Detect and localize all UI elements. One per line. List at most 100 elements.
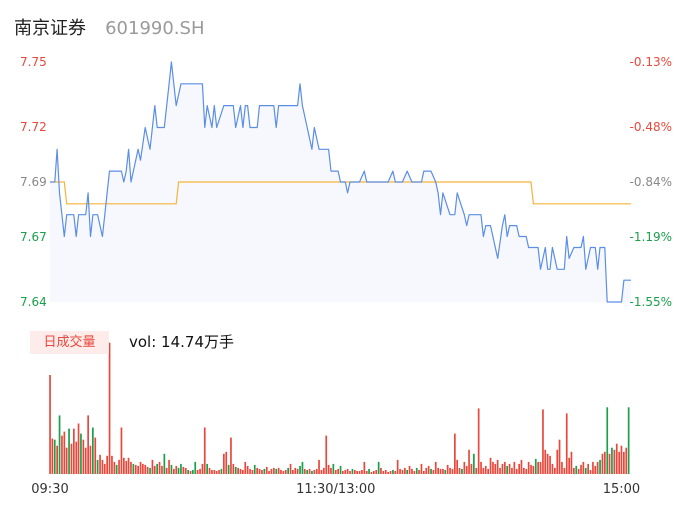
- volume-bar: [565, 413, 568, 474]
- volume-bar: [458, 467, 461, 474]
- volume-bar: [342, 471, 344, 474]
- volume-bar: [487, 468, 489, 474]
- volume-bar: [411, 468, 413, 474]
- volume-bar: [501, 463, 504, 474]
- volume-bar: [551, 463, 554, 474]
- volume-bar: [415, 467, 418, 474]
- volume-bar: [177, 467, 180, 474]
- volume-bar: [399, 468, 401, 474]
- volume-bar: [73, 428, 75, 475]
- volume-bar: [268, 471, 270, 474]
- volume-bar: [454, 433, 456, 474]
- volume-bar: [84, 447, 87, 474]
- price-line: [50, 61, 631, 303]
- volume-bar: [203, 427, 206, 474]
- volume-bar: [556, 449, 559, 474]
- volume-bar: [196, 470, 199, 474]
- volume-bar: [289, 463, 292, 474]
- volume-bar: [127, 457, 130, 474]
- volume-bar: [89, 445, 92, 474]
- volume-bar: [163, 453, 166, 474]
- percent-axis-label: -0.48%: [629, 120, 672, 135]
- volume-tab[interactable]: 日成交量: [30, 331, 109, 354]
- volume-bar: [554, 467, 556, 474]
- volume-bar: [299, 465, 301, 474]
- volume-bar: [601, 453, 604, 474]
- volume-bar: [530, 464, 532, 474]
- volume-bar: [404, 467, 406, 474]
- volume-bar: [504, 461, 506, 474]
- volume-bar: [494, 463, 497, 474]
- volume-bar: [542, 409, 544, 474]
- volume-bar: [606, 407, 609, 474]
- volume-bar: [263, 468, 266, 474]
- volume-bar: [377, 461, 380, 474]
- volume-bar: [461, 468, 463, 474]
- volume-bar: [132, 463, 135, 474]
- volume-bar: [506, 465, 508, 474]
- volume-bar: [356, 471, 358, 474]
- volume-bar: [296, 468, 299, 474]
- volume-bar: [113, 461, 116, 474]
- volume-bar: [525, 468, 528, 474]
- volume-bar: [394, 471, 397, 474]
- volume-bar: [580, 464, 582, 474]
- volume-bar: [456, 459, 458, 474]
- volume-bar: [146, 466, 149, 474]
- volume-bar: [175, 465, 178, 474]
- volume-bar: [220, 468, 223, 474]
- volume-bar: [499, 467, 501, 474]
- volume-bar: [251, 470, 254, 474]
- volume-bar: [387, 472, 389, 474]
- volume-bar: [275, 468, 278, 474]
- volume-bar: [173, 468, 175, 474]
- time-axis-label: 11:30/13:00: [296, 482, 376, 497]
- volume-bar: [482, 467, 485, 474]
- percent-axis-label: -0.13%: [629, 55, 672, 69]
- volume-bar: [368, 468, 370, 474]
- volume-bar: [608, 453, 611, 474]
- volume-bar: [261, 470, 263, 474]
- volume-bar: [182, 466, 185, 474]
- volume-bar: [375, 470, 378, 474]
- volume-bar: [161, 465, 163, 474]
- stock-name: 南京证券: [14, 18, 86, 39]
- volume-bar: [201, 463, 204, 474]
- volume-bar: [549, 455, 551, 474]
- volume-bar: [413, 471, 416, 474]
- volume-bar: [115, 464, 118, 474]
- percent-axis-label: -1.55%: [629, 295, 672, 309]
- volume-bar: [577, 468, 580, 474]
- volume-bar: [627, 407, 630, 474]
- volume-bar: [584, 467, 587, 474]
- volume-bar: [604, 451, 606, 474]
- volume-bar: [292, 470, 294, 474]
- volume-bar: [334, 470, 337, 474]
- volume-bar: [389, 471, 392, 474]
- volume-bar: [475, 467, 478, 474]
- volume-bar: [546, 453, 549, 474]
- volume-bar: [180, 463, 182, 474]
- volume-bar: [544, 449, 547, 474]
- percent-axis-label: -0.84%: [629, 175, 672, 189]
- volume-bar: [123, 457, 125, 474]
- volume-bar: [346, 468, 349, 474]
- volume-bar: [344, 470, 347, 474]
- volume-bar: [308, 468, 311, 474]
- volume-bar: [315, 468, 318, 474]
- volume-bar: [518, 463, 520, 474]
- volume-bar: [468, 449, 470, 474]
- volume-bar: [423, 471, 425, 474]
- volume-bar: [168, 459, 170, 474]
- volume-bar: [592, 461, 594, 474]
- volume-bar: [215, 471, 218, 474]
- volume-bar: [192, 470, 194, 474]
- volume-bar: [582, 461, 585, 474]
- volume-bar: [537, 461, 539, 474]
- volume-bar: [477, 408, 480, 475]
- volume-bar: [465, 465, 468, 474]
- volume-bar: [313, 470, 316, 474]
- volume-bar: [380, 467, 382, 474]
- volume-bar: [473, 453, 475, 474]
- volume-bar: [208, 467, 211, 474]
